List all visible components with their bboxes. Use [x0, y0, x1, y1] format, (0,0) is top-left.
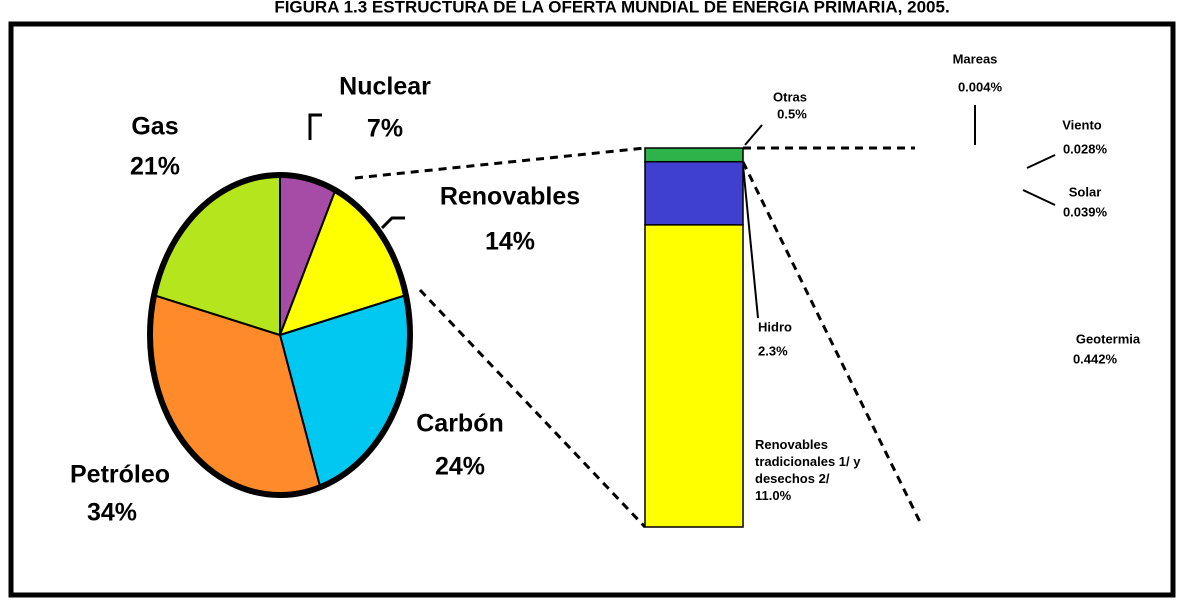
segment-label: Otras: [773, 89, 807, 104]
leader: [1022, 189, 1056, 206]
slice-label: Petróleo: [70, 461, 170, 489]
leader: [1026, 154, 1056, 169]
annotation-value: 0.039%: [1063, 204, 1108, 219]
slice-label: Renovables: [440, 183, 580, 211]
slice-value: 14%: [485, 228, 535, 256]
connector: [418, 288, 647, 529]
slice-value: 24%: [435, 453, 485, 481]
annotation-value: 0.004%: [958, 79, 1003, 94]
chart-title: FIGURA 1.3 ESTRUCTURA DE LA OFERTA MUNDI…: [274, 0, 949, 16]
frame: [8, 21, 1176, 598]
bar-segment: [644, 160, 744, 226]
leader: [744, 124, 763, 146]
slice-label: Gas: [131, 113, 178, 141]
annotation-value: 0.028%: [1063, 141, 1108, 156]
annotation-value: 0.442%: [1073, 351, 1118, 366]
segment-label: Renovables tradicionales 1/ y desechos 2…: [755, 437, 861, 486]
segment-value: 2.3%: [758, 343, 788, 358]
segment-value: 0.5%: [777, 106, 807, 121]
leader: [380, 216, 405, 230]
annotation-label: Mareas: [953, 51, 998, 66]
segment-label-box: Renovables tradicionales 1/ y desechos 2…: [755, 437, 861, 503]
connector: [741, 161, 922, 523]
slice-value: 34%: [87, 499, 137, 527]
segment-label: Hidro: [758, 319, 792, 334]
slice-value: 7%: [367, 115, 403, 143]
segment-value: 11.0%: [755, 488, 792, 503]
annotation-label: Geotermia: [1076, 331, 1141, 346]
slice-label: Nuclear: [339, 73, 431, 101]
slice-label: Carbón: [416, 410, 504, 438]
annotation-label: Viento: [1062, 117, 1102, 132]
bar-segment: [644, 224, 744, 528]
pie-outline: [147, 172, 413, 498]
annotation-label: Solar: [1069, 184, 1102, 199]
leader: [742, 164, 759, 319]
slice-value: 21%: [130, 153, 180, 181]
connector: [354, 146, 646, 180]
bar-segment: [644, 147, 744, 163]
leader: [308, 113, 322, 140]
